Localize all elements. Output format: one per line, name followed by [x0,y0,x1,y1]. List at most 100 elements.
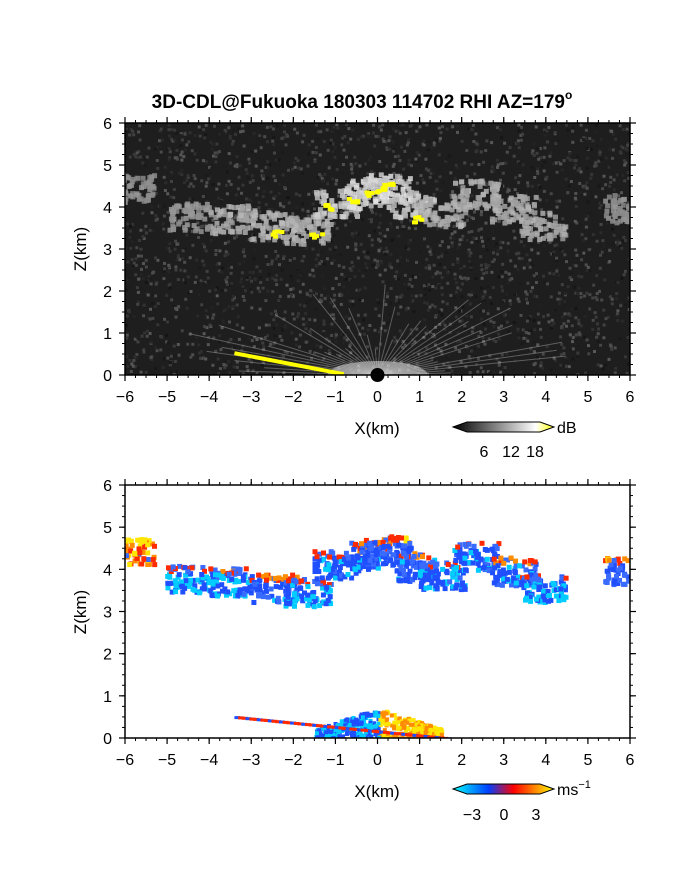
noise-speckle [244,289,247,293]
noise-speckle [405,143,409,147]
noise-speckle [399,305,403,309]
velocity-cloud-cell [290,572,296,578]
noise-speckle [627,272,630,275]
noise-speckle [447,335,451,339]
noise-speckle [492,237,496,240]
noise-speckle [626,336,630,339]
noise-speckle [170,128,174,131]
reflectivity-cloud-cell [222,212,228,218]
noise-speckle [276,124,280,128]
noise-speckle [449,193,453,197]
noise-speckle [311,202,315,206]
noise-speckle [535,272,538,276]
noise-speckle [301,317,305,321]
velocity-cloud-cell [404,563,409,569]
noise-speckle [183,148,187,152]
noise-speckle [173,360,177,363]
noise-speckle [528,265,532,269]
noise-speckle [344,182,348,186]
noise-speckle [553,358,557,362]
noise-speckle [521,163,525,167]
velocity-cloud-cell [388,558,393,563]
velocity-cloud-cell [412,551,418,557]
noise-speckle [262,347,266,351]
reflectivity-cloud-cell [516,205,522,211]
noise-speckle [165,293,169,297]
noise-speckle [487,264,491,267]
velocity-cloud-cell [467,560,473,565]
noise-speckle [410,294,414,298]
noise-speckle [400,332,404,336]
noise-speckle [134,263,138,267]
noise-speckle [179,127,183,131]
noise-speckle [272,196,276,200]
noise-speckle [332,258,336,262]
noise-speckle [567,365,571,369]
noise-speckle [199,210,203,214]
noise-speckle [368,201,372,205]
noise-speckle [558,302,561,305]
velocity-cloud-cell [493,543,499,549]
reflectivity-cloud-cell [317,207,323,213]
noise-speckle [585,166,589,170]
reflectivity-high-echo-cell [279,230,285,234]
velocity-cloud-cell [510,575,516,581]
velocity-cloud-cell [152,543,157,549]
velocity-cloud-cell [310,590,316,596]
noise-speckle [574,248,578,252]
noise-speckle [505,352,509,355]
reflectivity-y-axis-label: Z(km) [71,227,90,271]
noise-speckle [226,170,229,174]
noise-speckle [239,280,243,284]
velocity-cloud-cell [272,576,278,582]
velocity-cloud-cell [199,572,205,577]
velocity-cloud-cell [167,581,173,586]
noise-speckle [367,340,371,344]
noise-speckle [179,133,183,137]
noise-speckle [319,188,323,192]
noise-speckle [470,230,474,233]
reflectivity-cloud-cell [620,202,626,208]
noise-speckle [610,129,614,133]
noise-speckle [189,290,193,293]
noise-speckle [272,327,276,330]
noise-speckle [378,273,382,277]
noise-speckle [255,265,259,269]
reflectivity-cloud-cell [478,178,484,184]
noise-speckle [168,249,172,253]
noise-speckle [330,261,334,265]
noise-speckle [501,171,505,175]
noise-speckle [263,336,267,339]
noise-speckle [156,323,160,327]
reflectivity-cloud-cell [492,217,498,223]
velocity-cloud-cell [327,594,333,600]
noise-speckle [516,139,520,143]
noise-speckle [129,246,133,250]
noise-speckle [439,189,443,193]
noise-speckle [260,363,264,367]
reflectivity-cloud-cell [151,185,157,191]
noise-speckle [599,231,603,235]
reflectivity-cloud-cell [324,229,330,235]
noise-speckle [403,283,407,286]
noise-speckle [407,241,411,245]
noise-speckle [604,183,608,187]
noise-speckle [362,250,366,254]
noise-speckle [399,124,403,127]
noise-speckle [572,263,576,267]
noise-speckle [132,315,136,318]
noise-speckle [322,206,325,210]
reflectivity-cloud-cell [342,200,348,206]
velocity-cloud-cell [490,570,495,576]
velocity-cloud-cell [435,571,441,577]
noise-speckle [217,196,221,200]
noise-speckle [165,232,169,235]
noise-speckle [485,182,489,186]
noise-speckle [588,293,592,297]
noise-speckle [512,154,516,158]
noise-speckle [393,155,397,159]
noise-speckle [603,278,607,282]
noise-speckle [480,276,484,280]
noise-speckle [538,147,542,150]
noise-speckle [365,324,369,328]
